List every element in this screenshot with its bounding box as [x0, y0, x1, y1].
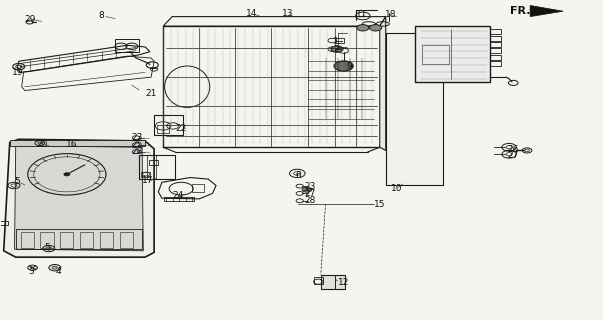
Polygon shape: [530, 5, 563, 17]
Text: 28: 28: [304, 196, 315, 205]
Bar: [314, 277, 323, 284]
Bar: [163, 26, 380, 147]
Bar: [321, 275, 345, 289]
Text: 24: 24: [172, 191, 183, 200]
Text: 29: 29: [25, 15, 36, 24]
Text: 23: 23: [304, 182, 315, 191]
Text: 3: 3: [28, 267, 34, 276]
Bar: [422, 45, 449, 64]
Bar: [21, 232, 34, 248]
Circle shape: [370, 25, 382, 31]
Text: 25: 25: [132, 140, 144, 149]
Text: 23: 23: [132, 133, 144, 142]
Circle shape: [302, 187, 312, 192]
Bar: [165, 197, 194, 201]
Text: 5: 5: [44, 244, 50, 252]
Text: 27: 27: [507, 151, 519, 160]
Circle shape: [49, 265, 61, 271]
Circle shape: [64, 173, 70, 176]
Bar: [154, 116, 183, 134]
Bar: [40, 232, 54, 248]
Text: 16: 16: [66, 140, 77, 148]
Bar: [490, 36, 500, 41]
Bar: [142, 172, 151, 177]
Bar: [490, 29, 500, 34]
Text: 10: 10: [391, 184, 402, 193]
Polygon shape: [380, 17, 386, 150]
Bar: [80, 232, 93, 248]
Polygon shape: [14, 146, 144, 251]
Text: 13: 13: [282, 9, 294, 18]
Text: 21: 21: [145, 89, 156, 98]
Text: 27: 27: [304, 189, 315, 198]
Circle shape: [331, 46, 343, 52]
Bar: [490, 42, 500, 47]
Bar: [0, 220, 8, 225]
Text: 4: 4: [56, 267, 62, 276]
Bar: [386, 33, 443, 186]
Text: 28: 28: [132, 147, 144, 156]
Text: 18: 18: [385, 10, 396, 19]
Bar: [100, 232, 113, 248]
Bar: [490, 55, 500, 60]
Text: 19: 19: [11, 68, 23, 77]
Text: 2: 2: [333, 45, 339, 54]
Text: 15: 15: [374, 200, 385, 209]
Text: 26: 26: [507, 145, 519, 154]
Text: 14: 14: [246, 9, 257, 18]
Circle shape: [334, 61, 353, 71]
Circle shape: [357, 25, 369, 31]
Bar: [192, 184, 204, 192]
Text: 20: 20: [37, 140, 48, 148]
Bar: [335, 38, 344, 43]
Text: 11: 11: [356, 10, 367, 19]
Text: 12: 12: [338, 277, 349, 286]
Bar: [150, 160, 159, 165]
Text: 17: 17: [142, 176, 154, 185]
Text: 5: 5: [14, 177, 20, 186]
Text: FR.: FR.: [510, 6, 530, 16]
Bar: [10, 140, 145, 146]
Text: 9: 9: [346, 62, 352, 71]
Text: 6: 6: [295, 171, 302, 180]
Text: 8: 8: [98, 11, 104, 20]
Bar: [60, 232, 74, 248]
Bar: [115, 39, 139, 52]
Bar: [490, 49, 500, 53]
Text: 1: 1: [333, 37, 339, 46]
Bar: [490, 61, 500, 66]
Bar: [120, 232, 133, 248]
Bar: [16, 228, 142, 249]
Bar: [415, 26, 490, 82]
Bar: [139, 155, 175, 179]
Bar: [157, 125, 169, 133]
Text: 22: 22: [175, 124, 186, 132]
Polygon shape: [4, 139, 154, 257]
